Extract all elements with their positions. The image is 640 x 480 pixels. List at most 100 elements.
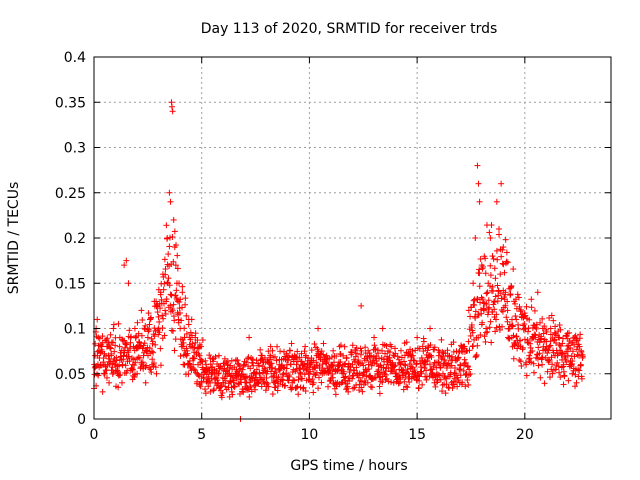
data-point	[309, 376, 316, 383]
data-point	[434, 377, 441, 384]
data-point	[162, 271, 169, 278]
data-point	[485, 297, 492, 304]
data-point	[468, 321, 475, 328]
data-point	[298, 350, 305, 357]
data-point	[522, 312, 529, 319]
data-point	[487, 235, 494, 241]
data-point	[282, 382, 289, 389]
data-point	[508, 282, 515, 289]
data-point	[495, 225, 502, 232]
data-point	[416, 345, 423, 352]
data-point	[368, 352, 375, 359]
data-point	[455, 354, 462, 361]
data-point	[540, 330, 547, 337]
data-point	[329, 371, 336, 378]
data-point	[206, 352, 213, 359]
data-point	[424, 357, 431, 364]
data-point	[552, 366, 559, 373]
data-point	[529, 348, 536, 355]
data-point	[410, 357, 417, 364]
data-point	[454, 383, 461, 390]
x-tick-label: 15	[408, 427, 426, 443]
data-point	[418, 368, 425, 375]
data-point	[536, 350, 543, 357]
data-point	[214, 380, 221, 387]
data-point	[418, 354, 425, 361]
data-point	[530, 360, 537, 367]
data-point	[176, 298, 183, 305]
data-point	[146, 364, 153, 371]
data-point	[114, 368, 121, 375]
data-point	[552, 323, 559, 330]
data-point	[167, 291, 174, 298]
data-point	[151, 360, 158, 367]
data-point	[531, 331, 538, 338]
data-point	[168, 103, 175, 110]
data-point	[428, 366, 435, 373]
data-point	[428, 354, 435, 361]
data-point	[560, 363, 567, 370]
data-point	[467, 370, 474, 377]
data-point	[359, 359, 366, 366]
data-point	[404, 369, 411, 376]
data-point	[178, 317, 185, 324]
data-point	[427, 325, 434, 332]
data-point	[338, 379, 345, 386]
data-point	[426, 361, 433, 368]
data-point	[264, 380, 271, 387]
data-point	[510, 355, 517, 362]
data-point	[138, 332, 145, 339]
data-point	[395, 380, 402, 387]
data-point	[478, 310, 485, 317]
data-point	[243, 359, 250, 366]
data-point	[112, 342, 119, 349]
data-point	[510, 266, 517, 273]
data-point	[229, 391, 236, 398]
data-point	[199, 337, 206, 344]
data-point	[462, 383, 469, 390]
data-point	[162, 311, 169, 318]
data-point	[210, 387, 217, 394]
data-point	[431, 344, 438, 351]
data-point	[353, 364, 360, 371]
data-point	[173, 242, 180, 249]
data-point	[538, 335, 545, 342]
data-point	[183, 312, 190, 319]
data-point	[302, 388, 309, 395]
x-tick-label: 0	[90, 427, 99, 443]
data-point	[480, 263, 487, 270]
data-point	[330, 347, 337, 354]
data-point	[172, 292, 179, 299]
data-point	[541, 323, 548, 330]
data-point	[171, 347, 178, 354]
data-point	[386, 354, 393, 361]
data-point	[135, 330, 142, 337]
data-point	[326, 378, 333, 385]
data-point	[356, 370, 363, 377]
data-point	[160, 286, 167, 293]
data-point	[548, 354, 555, 361]
data-point	[536, 339, 543, 346]
data-point	[497, 271, 504, 278]
data-point	[136, 354, 143, 361]
data-point	[397, 376, 404, 383]
data-point	[269, 347, 276, 354]
data-point	[501, 269, 508, 276]
data-point	[110, 325, 117, 332]
data-point	[187, 336, 194, 343]
data-point	[441, 357, 448, 364]
data-point	[527, 344, 534, 351]
data-point	[263, 374, 270, 381]
data-point	[257, 346, 264, 353]
data-point	[121, 337, 128, 344]
data-point	[499, 308, 506, 315]
data-point	[182, 295, 189, 302]
data-point	[438, 336, 445, 343]
data-point	[523, 361, 530, 368]
data-point	[246, 334, 253, 341]
data-point	[492, 328, 499, 335]
data-point	[526, 355, 533, 362]
data-point	[420, 338, 427, 345]
data-point	[166, 243, 173, 250]
data-point	[516, 356, 523, 363]
